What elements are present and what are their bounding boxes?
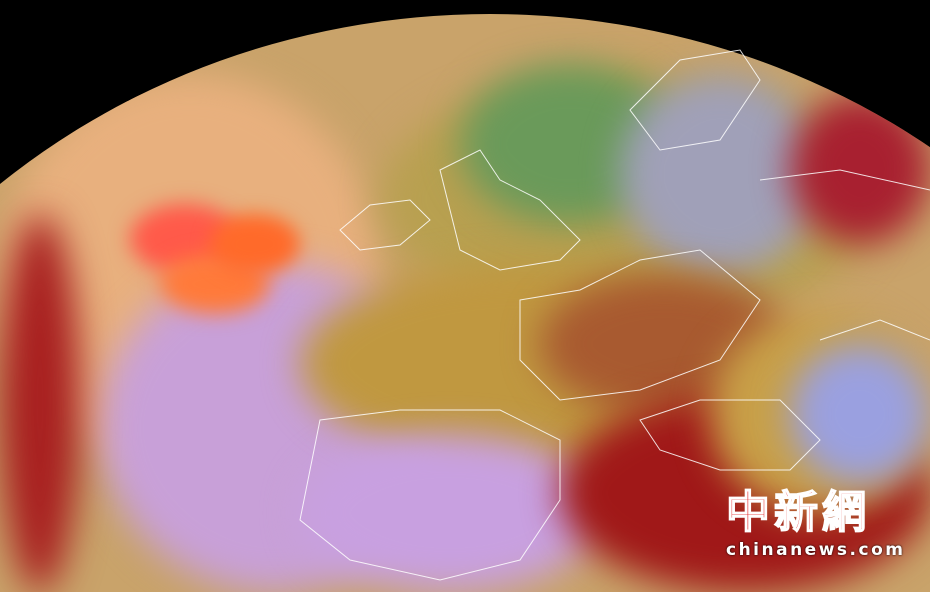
watermark-chinese-text: 中新網 [725,487,870,539]
dust-plume-east [210,214,300,274]
adriatic-blue [790,344,930,484]
chinanews-watermark-logo: 中新網 chinanews.com [725,487,926,560]
watermark-domain-text: chinanews.com [726,540,906,560]
west-red-band [0,214,80,592]
baltic-grey [620,74,820,274]
iberia-lilac [300,434,600,592]
